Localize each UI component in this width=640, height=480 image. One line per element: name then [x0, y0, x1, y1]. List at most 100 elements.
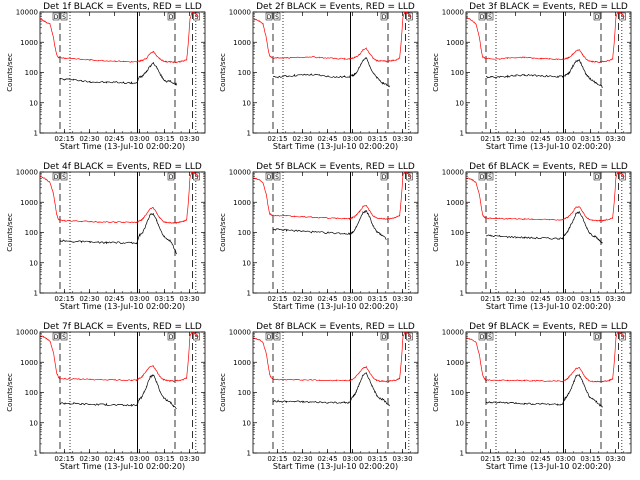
marker-label: D [595, 174, 600, 181]
y-tick-label: 100 [238, 389, 251, 397]
marker-box [52, 12, 60, 21]
panel-title: Det 3f BLACK = Events, RED = LLD [469, 2, 628, 12]
y-tick-label: 10 [455, 419, 464, 427]
x-tick-label: 02:30 [79, 295, 99, 303]
y-tick-label: 10000 [229, 9, 251, 17]
detector-panel-8: Det 8f BLACK = Events, RED = LLD 1 10 100 10… [213, 320, 426, 480]
y-tick-label: 1000 [233, 199, 251, 207]
marker-label: S [195, 334, 199, 341]
x-axis-label: Start Time (13-Jul-10 02:00:20) [486, 142, 611, 151]
y-tick-label: 10000 [442, 169, 464, 177]
x-tick-label: 03:30 [605, 455, 625, 463]
x-tick-label: 03:15 [367, 135, 387, 143]
x-tick-label: 02:45 [317, 455, 337, 463]
x-tick-label: 03:15 [367, 455, 387, 463]
y-tick-label: 100 [451, 389, 464, 397]
marker-label: D [480, 334, 485, 341]
marker-box [478, 332, 486, 341]
plot-frame [465, 11, 632, 134]
y-tick-label: 1000 [20, 39, 38, 47]
panel-title: Det 8f BLACK = Events, RED = LLD [256, 322, 415, 332]
x-axis-label: Start Time (13-Jul-10 02:00:20) [486, 462, 611, 471]
plot-frame [465, 331, 632, 454]
x-tick-label: 02:45 [530, 295, 550, 303]
x-tick-label: 03:15 [367, 295, 387, 303]
y-tick-label: 100 [25, 389, 38, 397]
panel-title: Det 4f BLACK = Events, RED = LLD [43, 162, 202, 172]
marker-box [593, 172, 601, 181]
detector-chart-2: Det 2f BLACK = Events, RED = LLD 1 10 100 10… [219, 2, 419, 151]
detector-panel-6: Det 6f BLACK = Events, RED = LLD 1 10 100 10… [426, 160, 639, 320]
marker-box [167, 332, 175, 341]
x-tick-label: 02:45 [104, 295, 124, 303]
events-series-line [485, 58, 603, 88]
panel-title: Det 5f BLACK = Events, RED = LLD [256, 162, 415, 172]
y-axis-label: Counts/sec [6, 213, 14, 252]
detector-chart-1: Det 1f BLACK = Events, RED = LLD 1 10 100 10… [6, 2, 206, 151]
marker-box [406, 172, 413, 181]
x-tick-label: 03:30 [605, 295, 625, 303]
y-tick-label: 10 [242, 259, 251, 267]
marker-label: D [382, 334, 387, 341]
marker-box [265, 332, 273, 341]
x-tick-label: 02:30 [79, 455, 99, 463]
x-tick-label: 03:00 [342, 295, 362, 303]
y-tick-label: 10 [455, 99, 464, 107]
marker-label: S [621, 334, 625, 341]
lld-series-line [465, 332, 625, 383]
x-tick-label: 02:45 [104, 135, 124, 143]
x-tick-label: 02:45 [530, 135, 550, 143]
panel-title: Det 9f BLACK = Events, RED = LLD [469, 322, 628, 332]
detector-chart-4: Det 4f BLACK = Events, RED = LLD 1 10 100 10… [6, 162, 206, 311]
y-tick-label: 100 [451, 229, 464, 237]
x-tick-label: 03:00 [129, 135, 149, 143]
plot-frame [252, 331, 419, 454]
y-tick-label: 1000 [233, 359, 251, 367]
marker-box [60, 172, 68, 181]
marker-label: S [275, 14, 279, 21]
events-series-line [272, 210, 387, 241]
y-axis-label: Counts/sec [219, 53, 227, 92]
marker-box [593, 332, 601, 341]
panel-title: Det 6f BLACK = Events, RED = LLD [469, 162, 628, 172]
plot-frame [252, 171, 419, 294]
y-tick-label: 1 [247, 290, 251, 298]
x-tick-label: 02:45 [317, 135, 337, 143]
x-tick-label: 03:00 [342, 455, 362, 463]
y-tick-label: 10000 [442, 9, 464, 17]
events-series-line [59, 213, 178, 255]
x-tick-label: 03:00 [342, 135, 362, 143]
x-tick-label: 03:00 [129, 455, 149, 463]
detector-panel-2: Det 2f BLACK = Events, RED = LLD 1 10 100 10… [213, 0, 426, 160]
x-tick-label: 02:15 [267, 135, 287, 143]
marker-box [60, 12, 68, 21]
x-tick-label: 03:30 [392, 135, 412, 143]
events-series-line [60, 374, 177, 409]
x-tick-label: 03:30 [392, 295, 412, 303]
y-tick-label: 1 [247, 130, 251, 138]
marker-label: D [595, 334, 600, 341]
y-axis-label: Counts/sec [219, 213, 227, 252]
x-tick-label: 03:00 [555, 135, 575, 143]
marker-label: D [382, 174, 387, 181]
y-tick-label: 10000 [16, 169, 38, 177]
panel-title: Det 1f BLACK = Events, RED = LLD [43, 2, 202, 12]
plot-frame [39, 171, 206, 294]
marker-box [380, 172, 388, 181]
x-tick-label: 03:15 [154, 455, 174, 463]
plot-frame [39, 11, 206, 134]
marker-box [193, 332, 200, 341]
y-tick-label: 10 [29, 259, 38, 267]
marker-box [593, 12, 601, 21]
marker-label: D [54, 14, 59, 21]
marker-label: S [488, 334, 492, 341]
detector-panel-1: Det 1f BLACK = Events, RED = LLD 1 10 100 10… [0, 0, 213, 160]
marker-box [380, 332, 388, 341]
marker-label: D [480, 174, 485, 181]
marker-label: D [267, 14, 272, 21]
marker-label: S [62, 14, 66, 21]
x-tick-label: 02:30 [292, 295, 312, 303]
y-tick-label: 100 [451, 69, 464, 77]
marker-label: S [621, 174, 625, 181]
marker-box [478, 12, 486, 21]
